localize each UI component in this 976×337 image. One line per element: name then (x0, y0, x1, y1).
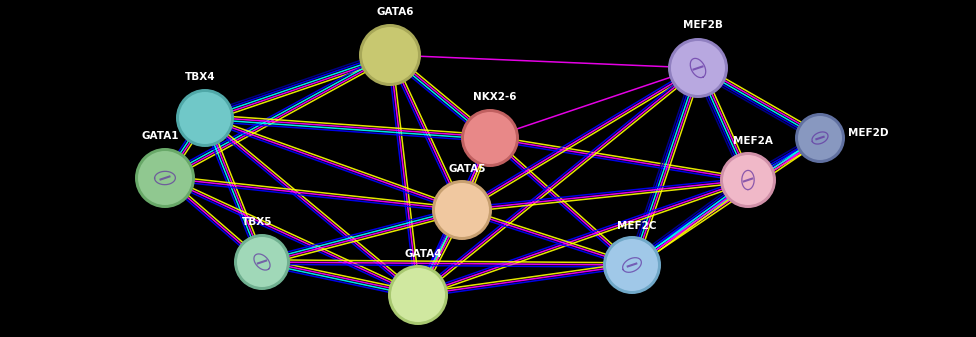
Circle shape (432, 180, 492, 240)
Circle shape (359, 24, 421, 86)
Text: GATA5: GATA5 (448, 164, 486, 174)
Text: MEF2D: MEF2D (848, 128, 888, 138)
Circle shape (606, 239, 658, 291)
Text: GATA6: GATA6 (377, 7, 414, 17)
Circle shape (435, 183, 489, 237)
Text: NKX2-6: NKX2-6 (473, 92, 516, 102)
Circle shape (720, 152, 776, 208)
Circle shape (176, 89, 234, 147)
Circle shape (391, 268, 445, 322)
Circle shape (362, 27, 418, 83)
Circle shape (237, 237, 287, 287)
Text: MEF2C: MEF2C (617, 221, 657, 231)
Circle shape (464, 112, 516, 164)
Text: TBX5: TBX5 (242, 217, 272, 227)
Circle shape (234, 234, 290, 290)
Text: MEF2A: MEF2A (733, 136, 773, 146)
Circle shape (138, 151, 192, 205)
Circle shape (798, 116, 842, 160)
Circle shape (179, 92, 231, 144)
Text: GATA4: GATA4 (404, 249, 442, 259)
Circle shape (388, 265, 448, 325)
Text: MEF2B: MEF2B (683, 20, 723, 30)
Circle shape (795, 113, 845, 163)
Circle shape (461, 109, 519, 167)
Text: GATA1: GATA1 (142, 131, 179, 141)
Circle shape (668, 38, 728, 98)
Circle shape (135, 148, 195, 208)
Text: TBX4: TBX4 (184, 72, 216, 82)
Circle shape (603, 236, 661, 294)
Circle shape (723, 155, 773, 205)
Circle shape (671, 41, 725, 95)
